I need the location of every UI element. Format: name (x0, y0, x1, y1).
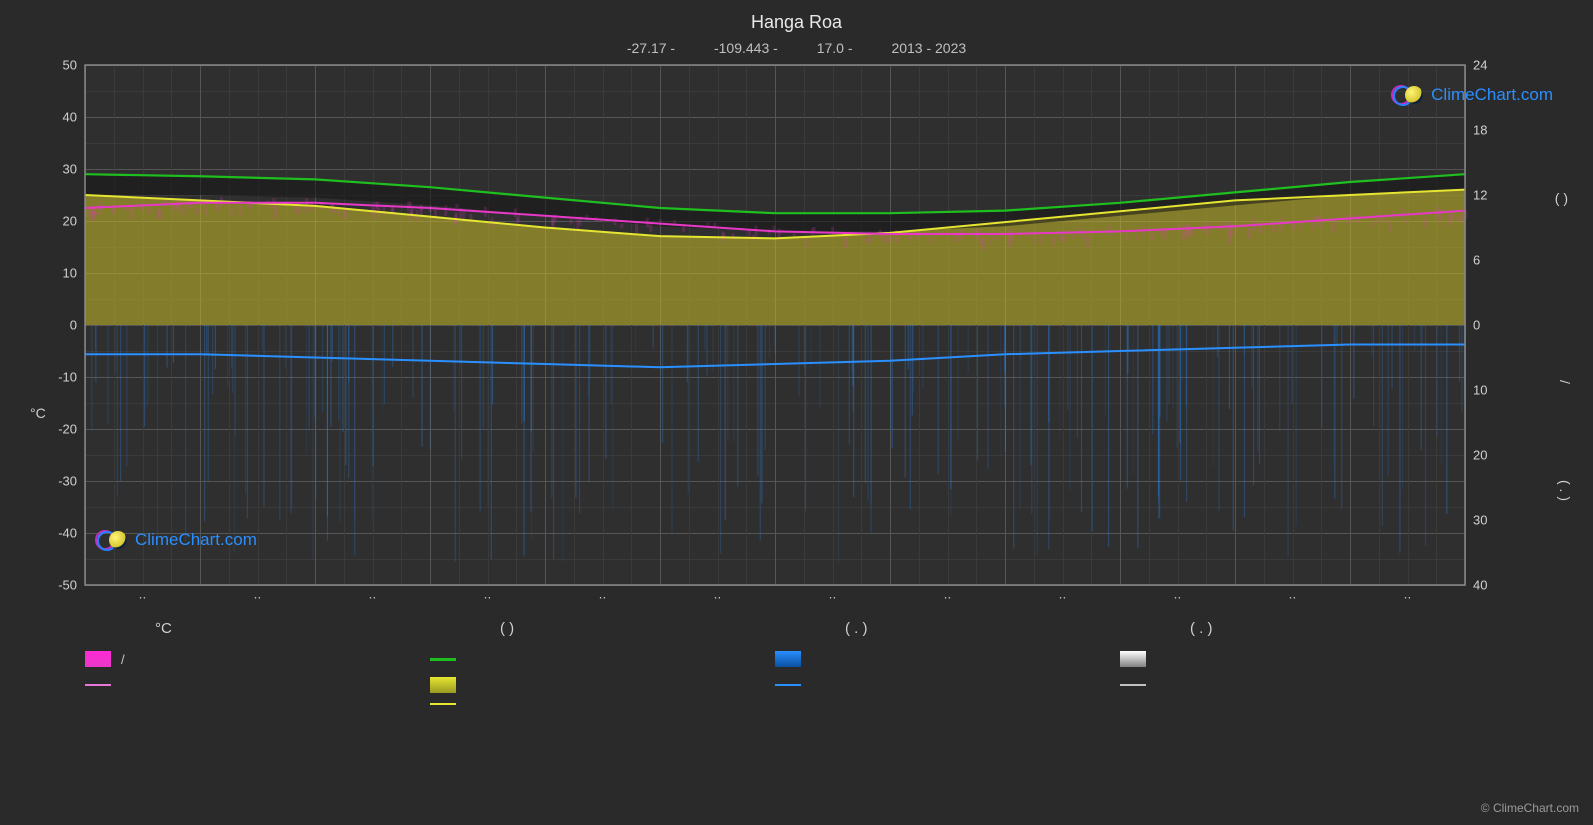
legend-cell (430, 651, 775, 667)
y-tick-right-bottom: 30 (1473, 513, 1487, 528)
x-tick-month: ⋅⋅ (714, 591, 722, 605)
legend-cell (85, 677, 430, 693)
y-tick-left: 10 (63, 266, 77, 281)
legend-cell (430, 677, 775, 693)
watermark-text: ClimeChart.com (1431, 85, 1553, 105)
x-tick-month: ⋅⋅ (829, 591, 837, 605)
legend-cell (775, 677, 1120, 693)
legend-headers: °C( )( . )( . ) (85, 620, 1465, 637)
y-tick-left: -10 (58, 370, 77, 385)
legend-row (85, 677, 1465, 693)
y-axis-left-label: °C (30, 405, 46, 421)
legend: °C( )( . )( . ) / (85, 620, 1465, 715)
x-tick-month: ⋅⋅ (254, 591, 262, 605)
svg-layer (85, 65, 1465, 585)
legend-cell (775, 651, 1120, 667)
y-axis-right-label-2: / (1557, 380, 1573, 384)
legend-swatch (775, 684, 801, 686)
x-tick-month: ⋅⋅ (1404, 591, 1412, 605)
watermark-top: ClimeChart.com (1391, 85, 1553, 105)
legend-swatch (775, 651, 801, 667)
watermark-bottom: ClimeChart.com (95, 530, 257, 550)
watermark-text: ClimeChart.com (135, 530, 257, 550)
y-tick-right-top: 24 (1473, 58, 1487, 73)
y-tick-left: 50 (63, 58, 77, 73)
legend-cell (85, 703, 430, 705)
subtitle-elev: 17.0 - (817, 40, 853, 56)
y-tick-right-bottom: 10 (1473, 383, 1487, 398)
y-tick-right-top: 12 (1473, 188, 1487, 203)
x-tick-month: ⋅⋅ (1289, 591, 1297, 605)
y-tick-left: 20 (63, 214, 77, 229)
y-tick-left: -20 (58, 422, 77, 437)
subtitle-lon: -109.443 - (714, 40, 778, 56)
x-tick-month: ⋅⋅ (1059, 591, 1067, 605)
y-axis-right-label-1: ( ) (1555, 190, 1568, 206)
legend-header: ( . ) (775, 620, 1120, 637)
legend-header: °C (85, 620, 430, 637)
legend-cell (775, 703, 1120, 705)
legend-header: ( ) (430, 620, 775, 637)
watermark-logo-icon (1391, 85, 1425, 105)
subtitle-years: 2013 - 2023 (891, 40, 966, 56)
chart-subtitle: -27.17 - -109.443 - 17.0 - 2013 - 2023 (627, 40, 966, 56)
sun-band-fill (85, 190, 1465, 325)
x-tick-month: ⋅⋅ (369, 591, 377, 605)
legend-cell (430, 703, 775, 705)
x-tick-month: ⋅⋅ (599, 591, 607, 605)
legend-cell (1120, 703, 1465, 705)
x-tick-month: ⋅⋅ (944, 591, 952, 605)
legend-cell: / (85, 651, 430, 667)
y-tick-right-top: 18 (1473, 123, 1487, 138)
rain-streaks (91, 325, 1465, 564)
legend-cell (1120, 677, 1465, 693)
legend-swatch (85, 651, 111, 667)
legend-swatch (1120, 684, 1146, 686)
legend-swatch (430, 703, 456, 705)
y-tick-left: -40 (58, 526, 77, 541)
legend-header: ( . ) (1120, 620, 1465, 637)
legend-row (85, 703, 1465, 705)
copyright-text: © ClimeChart.com (1481, 801, 1579, 815)
chart-title: Hanga Roa (751, 12, 842, 33)
y-tick-left: 40 (63, 110, 77, 125)
y-tick-right-top: 6 (1473, 253, 1480, 268)
x-tick-month: ⋅⋅ (484, 591, 492, 605)
y-axis-right-label-3: ( . ) (1557, 480, 1573, 501)
plot-area: -50-40-30-20-100102030405006121824102030… (85, 65, 1465, 585)
legend-label: / (121, 652, 125, 667)
y-tick-left: -30 (58, 474, 77, 489)
x-tick-month: ⋅⋅ (1174, 591, 1182, 605)
legend-swatch (1120, 651, 1146, 667)
y-tick-left: -50 (58, 578, 77, 593)
legend-swatch (430, 658, 456, 661)
y-tick-left: 30 (63, 162, 77, 177)
subtitle-lat: -27.17 - (627, 40, 675, 56)
x-tick-month: ⋅⋅ (139, 591, 147, 605)
y-tick-right-top: 0 (1473, 318, 1480, 333)
legend-row: / (85, 651, 1465, 667)
watermark-logo-icon (95, 530, 129, 550)
y-tick-right-bottom: 20 (1473, 448, 1487, 463)
legend-swatch (85, 684, 111, 686)
y-tick-right-bottom: 40 (1473, 578, 1487, 593)
legend-cell (1120, 651, 1465, 667)
y-tick-left: 0 (70, 318, 77, 333)
legend-swatch (430, 677, 456, 693)
chart-root: Hanga Roa -27.17 - -109.443 - 17.0 - 201… (0, 0, 1593, 825)
